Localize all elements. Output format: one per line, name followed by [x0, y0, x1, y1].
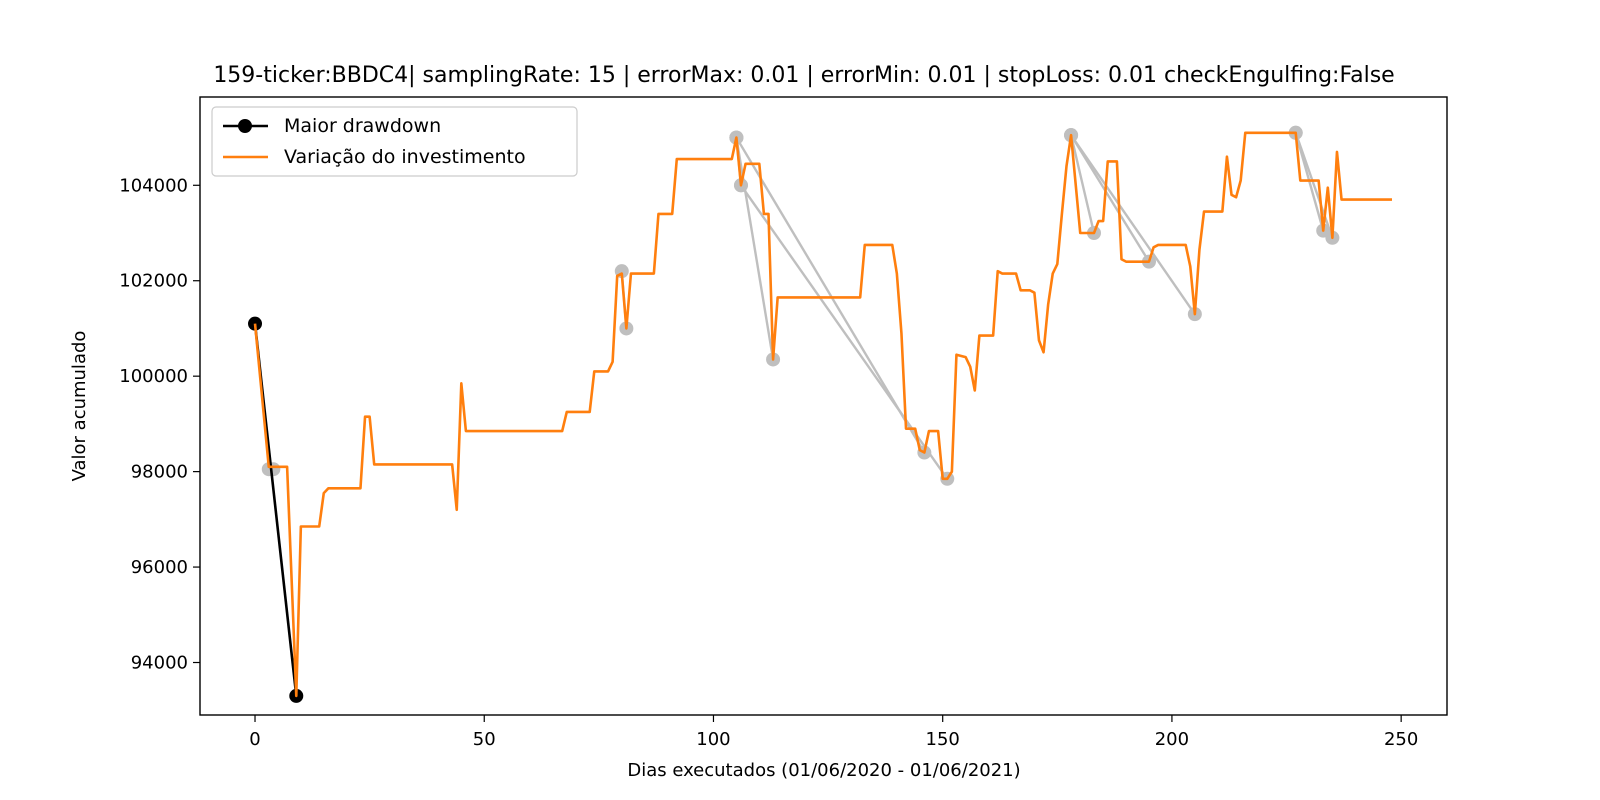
other-drawdown-line	[1070, 134, 1151, 263]
x-axis-label: Dias executados (01/06/2020 - 01/06/2021…	[627, 760, 1020, 781]
x-tick-label: 100	[696, 729, 730, 750]
y-axis-label: Valor acumulado	[69, 331, 90, 482]
x-tick-label: 200	[1155, 729, 1189, 750]
y-tick-label: 96000	[131, 557, 188, 578]
x-tick-label: 250	[1384, 729, 1418, 750]
y-tick-label: 94000	[131, 653, 188, 674]
legend-drawdown-marker	[238, 119, 252, 133]
x-tick-label: 0	[249, 729, 260, 750]
legend-drawdown-label: Maior drawdown	[284, 115, 441, 137]
investment-line	[253, 131, 1392, 698]
y-tick-label: 102000	[119, 271, 188, 292]
plot-area	[248, 125, 1392, 703]
y-tick-label: 104000	[119, 175, 188, 196]
legend: Maior drawdown Variação do investimento	[211, 106, 578, 177]
y-tick-label: 98000	[131, 462, 188, 483]
x-tick-label: 50	[473, 729, 496, 750]
other-drawdown-line	[1069, 134, 1096, 234]
plot-frame	[199, 96, 1448, 716]
chart-title: 159-ticker:BBDC4| samplingRate: 15 | err…	[213, 63, 1394, 88]
x-tick-label: 150	[926, 729, 960, 750]
other-drawdown-line	[1070, 134, 1196, 315]
y-tick-label: 100000	[119, 366, 188, 387]
other-drawdown-line	[1294, 132, 1334, 239]
axes-ticks: 0 50 100 150 200 250 94000 96000 98000 100000 1020…	[119, 175, 1418, 750]
legend-box	[211, 106, 578, 177]
legend-investment-label: Variação do investimento	[284, 146, 526, 168]
